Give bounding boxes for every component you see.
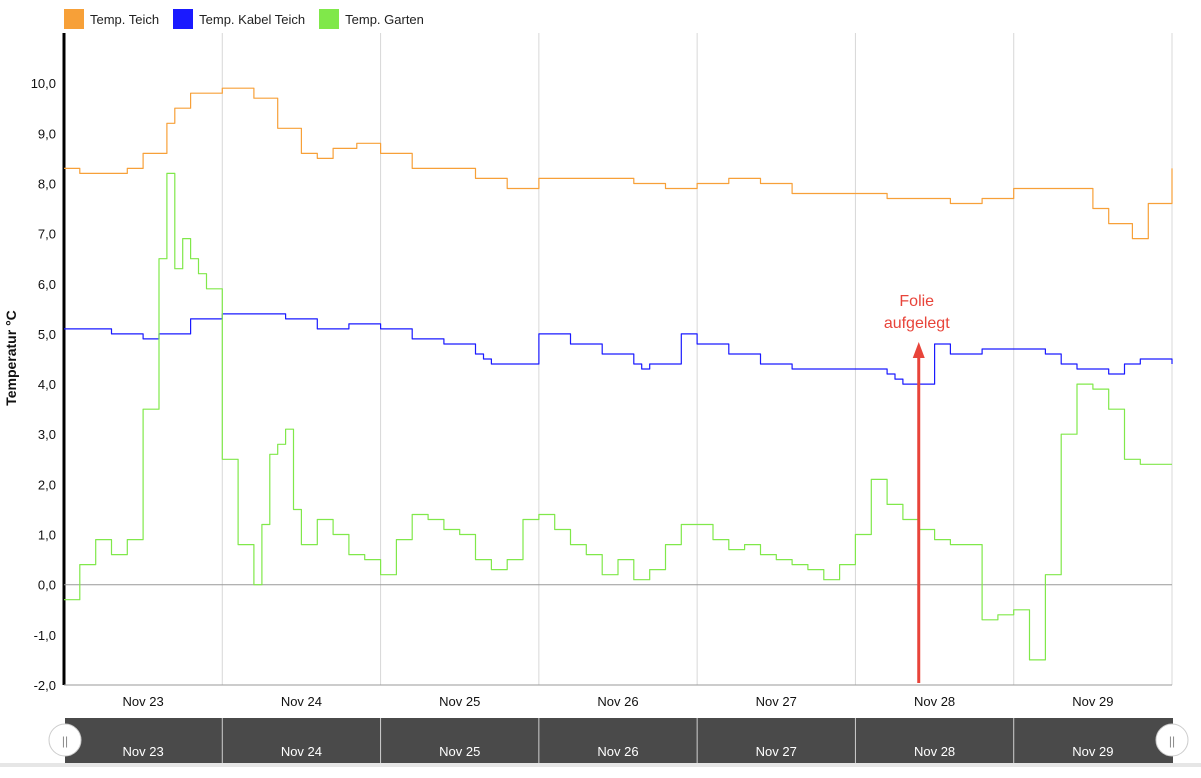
y-tick-label: -2,0 [34, 678, 56, 693]
y-tick-label: 7,0 [38, 227, 56, 242]
series-line-2 [64, 313, 1173, 385]
navigator-label: Nov 24 [281, 744, 322, 759]
y-tick-label: 1,0 [38, 528, 56, 543]
annotation-text: aufgelegt [884, 315, 950, 332]
legend: Temp. Teich Temp. Kabel Teich Temp. Garten [64, 8, 424, 30]
x-tick-label: Nov 29 [1072, 694, 1113, 709]
y-tick-label: 3,0 [38, 427, 56, 442]
y-tick-label: -1,0 [34, 628, 56, 643]
legend-label: Temp. Garten [345, 11, 424, 27]
y-tick-label: 6,0 [38, 277, 56, 292]
navigator-label: Nov 23 [123, 744, 164, 759]
navigator-handle-left[interactable]: || [48, 723, 82, 757]
axes [62, 33, 1172, 686]
x-tick-label: Nov 27 [756, 694, 797, 709]
x-tick-label: Nov 23 [123, 694, 164, 709]
navigator-handle-right[interactable]: || [1155, 723, 1189, 757]
x-tick-label: Nov 28 [914, 694, 955, 709]
navigator[interactable]: Nov 23 Nov 24 Nov 25 Nov 26 Nov 27 Nov 28 Nov … [0, 718, 1201, 767]
legend-item[interactable]: Temp. Kabel Teich [173, 9, 305, 29]
series [64, 87, 1173, 661]
legend-swatch [319, 9, 340, 29]
annotation: Folie aufgelegt [884, 293, 950, 683]
legend-label: Temp. Kabel Teich [199, 11, 306, 27]
legend-swatch [64, 9, 84, 29]
x-tick-label: Nov 26 [597, 694, 638, 709]
x-ticks: Nov 23 Nov 24 Nov 25 Nov 26 Nov 27 Nov 28 Nov … [123, 694, 1114, 709]
legend-item[interactable]: Temp. Garten [319, 9, 424, 29]
series-line-1 [64, 87, 1173, 240]
y-tick-label: 4,0 [38, 377, 56, 392]
y-tick-label: 0,0 [38, 578, 56, 593]
navigator-label: Nov 26 [597, 744, 638, 759]
x-tick-label: Nov 25 [439, 694, 480, 709]
legend-item[interactable]: Temp. Teich [64, 9, 159, 29]
grip-icon: || [62, 734, 68, 748]
legend-swatch [173, 9, 194, 29]
navigator-label: Nov 29 [1072, 744, 1113, 759]
navigator-label: Nov 28 [914, 744, 955, 759]
y-tick-label: 8,0 [38, 176, 56, 191]
y-tick-label: 9,0 [38, 126, 56, 141]
navigator-label: Nov 27 [756, 744, 797, 759]
legend-label: Temp. Teich [90, 11, 160, 27]
handle-knob[interactable] [48, 723, 82, 757]
y-ticks: -2,0 -1,0 0,0 1,0 2,0 3,0 4,0 5,0 6,0 7,0 8,0 9,0 10… [31, 76, 56, 693]
y-tick-label: 5,0 [38, 327, 56, 342]
x-tick-label: Nov 24 [281, 694, 322, 709]
grip-icon: || [1169, 734, 1175, 748]
navigator-band[interactable] [65, 718, 1173, 763]
y-tick-label: 10,0 [31, 76, 56, 91]
y-axis-label: Temperatur °C [3, 310, 19, 406]
annotation-arrowhead [912, 341, 925, 358]
handle-knob[interactable] [1155, 723, 1189, 757]
y-tick-label: 2,0 [38, 477, 56, 492]
navigator-label: Nov 25 [439, 744, 480, 759]
series-line-3 [64, 172, 1172, 661]
annotation-text: Folie [899, 293, 934, 310]
grid [221, 33, 1173, 685]
